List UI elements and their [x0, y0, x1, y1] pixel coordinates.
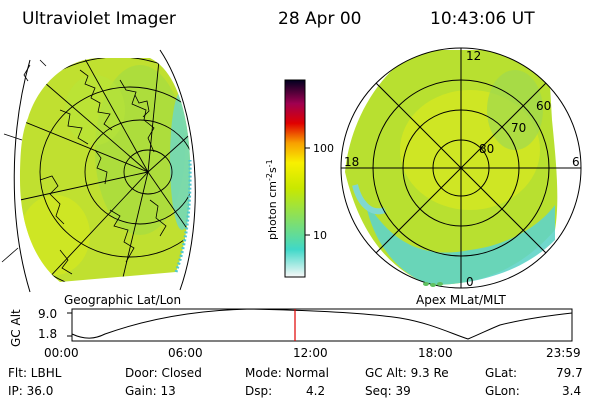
time-tick-0600: 06:00: [168, 346, 203, 360]
time-tick-2359: 23:59: [546, 346, 581, 360]
mlt-label-12: 12: [466, 49, 481, 63]
glon-label: GLon:: [485, 384, 520, 398]
mlt-label-18: 18: [344, 155, 359, 169]
altitude-curve: [71, 308, 573, 340]
mlat-label-80: 80: [479, 142, 494, 156]
dsp-label: Dsp:: [245, 384, 272, 398]
glat-label: GLat:: [485, 366, 517, 380]
mlt-label-0: 0: [466, 275, 474, 289]
gc-alt-status: GC Alt: 9.3 Re: [365, 366, 449, 380]
filter-status: Flt: LBHL: [8, 366, 62, 380]
ip-status: IP: 36.0: [8, 384, 53, 398]
colorbar-unit-label: photon cm-2s-1: [265, 159, 279, 240]
colorbar-swatch: [284, 79, 306, 278]
magnetic-caption: Apex MLat/MLT: [416, 293, 506, 307]
time-tick-0000: 00:00: [44, 346, 79, 360]
date-label: 28 Apr 00: [278, 9, 361, 29]
geographic-map: [1, 49, 196, 293]
dsp-value: 4.2: [306, 384, 325, 398]
intensity-colorbar: 100 10 photon cm-2s-1: [265, 79, 334, 278]
mode-status: Mode: Normal: [245, 366, 329, 380]
time-tick-1800: 18:00: [418, 346, 453, 360]
glon-value: 3.4: [562, 384, 581, 398]
door-status: Door: Closed: [125, 366, 202, 380]
altitude-ytick-top: 9.0: [38, 307, 57, 321]
altitude-ylabel: GC Alt: [9, 309, 23, 347]
mlt-label-6: 6: [572, 155, 580, 169]
geographic-caption: Geographic Lat/Lon: [64, 293, 181, 307]
altitude-ytick-bottom: 1.8: [38, 327, 57, 341]
colorbar-tick-100: 100: [313, 142, 334, 155]
altitude-plot-frame: [71, 308, 573, 342]
time-label: 10:43:06 UT: [430, 9, 535, 29]
gain-status: Gain: 13: [125, 384, 176, 398]
time-tick-1200: 12:00: [293, 346, 328, 360]
seq-status: Seq: 39: [365, 384, 411, 398]
instrument-title: Ultraviolet Imager: [22, 9, 176, 29]
glat-value: 79.7: [556, 366, 583, 380]
colorbar-tick-10: 10: [313, 229, 327, 242]
altitude-plot: GC Alt 9.0 1.8 00:00 06:00 12:00 18:00 2…: [9, 307, 581, 360]
mlat-label-60: 60: [536, 99, 551, 113]
mlat-label-70: 70: [511, 121, 526, 135]
status-footer: Flt: LBHL Door: Closed Mode: Normal GC A…: [8, 366, 583, 398]
magnetic-map: [340, 47, 582, 289]
